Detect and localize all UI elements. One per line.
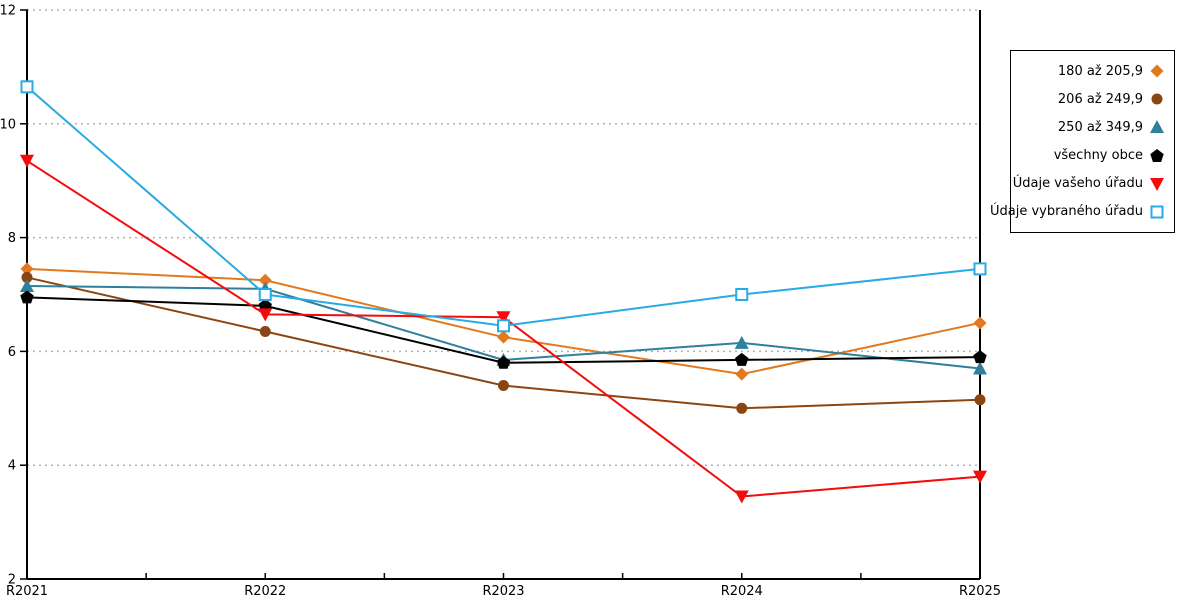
legend: 180 až 205,9 206 až 249,9 250 až 349,9 všec…	[990, 50, 1175, 233]
marker-diamond-icon	[1150, 64, 1164, 78]
legend-marker-diamond-icon	[1150, 64, 1164, 78]
legend-item: 206 až 249,9	[1020, 91, 1165, 107]
y-tick-label: 4	[8, 459, 16, 474]
marker-circle-icon	[736, 402, 748, 414]
marker-triangle-up-icon	[20, 278, 34, 292]
legend-item: 250 až 349,9	[1020, 119, 1165, 135]
legend-item: všechny obce	[1020, 148, 1165, 164]
marker-circle-icon	[498, 380, 509, 392]
marker-diamond-icon	[258, 273, 272, 287]
marker-square-open-icon	[20, 80, 34, 94]
legend-marker-square-open-icon	[1150, 205, 1164, 219]
marker-pentagon-icon	[973, 350, 987, 364]
marker-pentagon-icon	[1150, 148, 1164, 162]
marker-triangle-down-icon	[496, 311, 511, 325]
y-tick-label: 6	[8, 345, 16, 360]
marker-circle-icon	[259, 325, 271, 337]
y-tick-label: 8	[8, 231, 16, 246]
legend-item-label: 250 až 349,9	[1057, 119, 1143, 135]
marker-circle-icon	[974, 394, 986, 406]
series-line-5	[26, 86, 981, 327]
legend-item: Údaje vašeho úřadu	[1013, 176, 1165, 192]
legend-item-label: 180 až 205,9	[1057, 63, 1143, 79]
marker-pentagon-icon	[735, 352, 749, 366]
x-tick-label: R2022	[244, 584, 286, 599]
marker-triangle-down-icon	[1150, 177, 1164, 191]
marker-triangle-down-icon	[258, 308, 273, 322]
legend-marker-triangle-up-icon	[1150, 120, 1164, 134]
y-tick-label: 10	[0, 117, 16, 132]
marker-triangle-down-icon	[20, 154, 34, 168]
marker-triangle-up-icon	[973, 361, 987, 375]
legend-item-label: všechny obce	[1053, 148, 1143, 164]
marker-square-open-icon	[497, 319, 510, 333]
x-tick-label: R2021	[6, 584, 48, 599]
x-tick-label: R2025	[959, 584, 1001, 599]
legend-item-label: Údaje vašeho úřadu	[1012, 176, 1143, 192]
marker-triangle-up-icon	[1150, 120, 1164, 134]
legend-item: Údaje vybraného úřadu	[990, 204, 1165, 220]
marker-square-open-icon	[1150, 205, 1164, 219]
marker-triangle-up-icon	[734, 335, 749, 349]
marker-diamond-icon	[20, 262, 34, 276]
marker-square-open-icon	[258, 288, 272, 301]
legend-marker-circle-icon	[1151, 93, 1163, 105]
marker-triangle-down-icon	[734, 490, 749, 504]
legend-item: 180 až 205,9	[1020, 63, 1165, 79]
marker-square-open-icon	[735, 288, 749, 301]
x-tick-label: R2024	[721, 584, 763, 599]
x-tick-label: R2023	[482, 584, 524, 599]
y-tick-label: 12	[0, 4, 16, 19]
legend-marker-triangle-down-icon	[1150, 177, 1164, 191]
marker-triangle-down-icon	[973, 470, 987, 484]
marker-diamond-icon	[497, 330, 510, 344]
marker-square-open-icon	[973, 262, 987, 276]
marker-diamond-icon	[973, 316, 987, 330]
marker-circle-icon	[21, 271, 33, 283]
legend-item-label: 206 až 249,9	[1057, 91, 1143, 107]
y-tick-label: 2	[8, 573, 16, 588]
marker-pentagon-icon	[496, 355, 511, 369]
marker-pentagon-icon	[20, 290, 34, 304]
legend-item-label: Údaje vybraného úřadu	[989, 204, 1143, 220]
legend-marker-pentagon-icon	[1150, 148, 1164, 162]
marker-circle-icon	[1151, 93, 1163, 105]
marker-diamond-icon	[735, 367, 749, 381]
